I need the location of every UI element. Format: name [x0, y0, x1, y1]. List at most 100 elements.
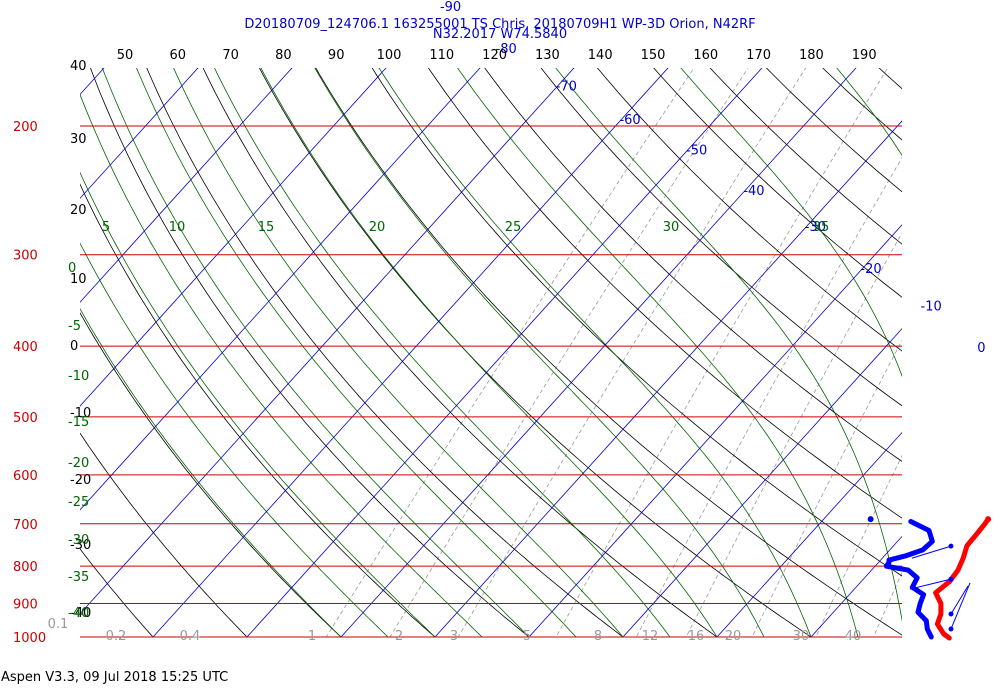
wind-barb-shaft: [950, 585, 969, 615]
mixing-ratio-line: [555, 68, 889, 637]
mixing-ratio-line: [942, 0, 1000, 656]
mixing-ratio-label: 16: [688, 629, 705, 644]
isotherm-line: [0, 0, 203, 656]
moist-adiabat-label: 35: [813, 220, 830, 235]
dry-adiabat-line: [80, 548, 154, 637]
dry-adiabat-label: 140: [588, 48, 613, 63]
temperature-start-point: [985, 516, 992, 523]
mixing-ratio-line: [815, 454, 902, 637]
dry-adiabat-line: [315, 68, 902, 636]
wind-barb-point: [948, 626, 954, 632]
mixing-ratio-label: 12: [642, 629, 659, 644]
dry-adiabat-label: 110: [429, 48, 454, 63]
moist-adiabat-label: 30: [663, 220, 680, 235]
dry-adiabat-line: [822, 68, 902, 141]
dewpoint-start-point: [867, 516, 874, 523]
mixing-ratio-label: 0.1: [48, 617, 69, 632]
isobar-label: 400: [13, 340, 38, 355]
mixing-ratio-label: 0.4: [180, 629, 201, 644]
dry-adiabat-line: [596, 68, 902, 352]
dry-adiabat-label: 160: [693, 48, 718, 63]
isotherm-line: [716, 431, 902, 637]
moist-adiabat-left-label: -5: [68, 319, 81, 334]
dry-adiabat-label: 170: [746, 48, 771, 63]
dry-adiabat-line: [709, 68, 902, 245]
moist-adiabat-line: [136, 68, 577, 637]
dry-adiabat-left-label: 30: [70, 132, 87, 147]
mixing-ratio-line: [908, 0, 1000, 656]
dry-adiabat-left-label: -10: [70, 406, 91, 421]
moist-adiabat-line: [314, 68, 765, 637]
wind-barb-shaft: [909, 578, 952, 590]
mixing-ratio-label: 3: [450, 629, 458, 644]
dry-adiabat-line: [202, 68, 718, 637]
dry-adiabat-line: [484, 68, 902, 462]
isotherm-line: [80, 68, 105, 96]
dry-adiabat-line: [653, 68, 902, 298]
dry-adiabat-line: [935, 0, 1000, 656]
isobar-label: 500: [13, 411, 38, 426]
moist-adiabat-label: 15: [258, 220, 275, 235]
dry-adiabat-label: 120: [482, 48, 507, 63]
moist-adiabat-left-label: -25: [68, 495, 89, 510]
moist-adiabat-left-label: 0: [68, 261, 76, 276]
wind-barb-point: [948, 611, 954, 617]
moist-adiabat-line: [101, 68, 530, 637]
isotherm-label: -20: [860, 262, 881, 277]
dry-adiabat-line: [80, 183, 436, 637]
dry-adiabat-line: [540, 68, 902, 407]
mixing-ratio-label: 40: [845, 629, 862, 644]
isobar-label: 1000: [13, 631, 46, 646]
mixing-ratio-line: [685, 232, 902, 637]
footer-credit: Aspen V3.3, 09 Jul 2018 15:25 UTC: [1, 670, 229, 685]
isobar-label: 300: [13, 249, 38, 264]
isotherm-label: -30: [805, 220, 826, 235]
isobar-label: 700: [13, 518, 38, 533]
dry-adiabat-left-label: 0: [70, 339, 78, 354]
dry-adiabat-left-label: -20: [70, 473, 91, 488]
dry-adiabat-label: 130: [535, 48, 560, 63]
isotherm-line: [622, 328, 902, 637]
moist-adiabat-line: [378, 68, 812, 637]
dry-adiabat-line: [146, 68, 624, 637]
moist-adiabat-left-label: -30: [68, 533, 89, 548]
isotherm-label: -90: [440, 0, 461, 15]
chart-subtitle: N32.2017 W74.5840: [432, 27, 568, 42]
moist-adiabat-left-label: -10: [68, 369, 89, 384]
moist-adiabat-line: [80, 308, 342, 637]
isotherm-label: -60: [619, 113, 640, 128]
mixing-ratio-line: [635, 156, 902, 637]
mixing-ratio-label: 5: [523, 629, 531, 644]
isobar-label: 900: [13, 598, 38, 613]
dry-adiabat-left-label: -30: [70, 538, 91, 553]
moist-adiabat-line: [80, 93, 483, 637]
isotherm-line: [528, 224, 902, 637]
dry-adiabat-label: 70: [222, 48, 239, 63]
moist-adiabat-label: 25: [505, 220, 522, 235]
dry-adiabat-line: [258, 68, 812, 637]
dry-adiabat-label: 180: [799, 48, 824, 63]
isobar-label: 800: [13, 560, 38, 575]
moist-adiabat-line: [214, 68, 671, 637]
moist-adiabat-line: [260, 68, 718, 637]
dry-adiabat-line: [841, 0, 1000, 656]
wind-barb-point: [948, 576, 954, 582]
isotherm-line: [80, 68, 481, 511]
dry-adiabat-label: 190: [852, 48, 877, 63]
mixing-ratio-line: [751, 339, 902, 637]
dry-adiabat-label: 150: [641, 48, 666, 63]
mixing-ratio-line: [872, 571, 902, 637]
dry-adiabat-label: 100: [377, 48, 402, 63]
dry-adiabat-line: [80, 432, 248, 637]
moist-adiabat-left-label: -35: [68, 570, 89, 585]
mixing-ratio-label: 8: [594, 629, 602, 644]
dry-adiabat-left-label: 10: [70, 272, 87, 287]
dry-adiabat-label: 50: [117, 48, 134, 63]
wind-barb-point: [948, 543, 954, 549]
isotherm-line: [0, 0, 15, 656]
mixing-ratio-label: 0.2: [106, 629, 127, 644]
mixing-ratio-label: 1: [308, 629, 316, 644]
dry-adiabat-line: [427, 68, 902, 519]
mixing-ratio-line: [457, 68, 807, 637]
